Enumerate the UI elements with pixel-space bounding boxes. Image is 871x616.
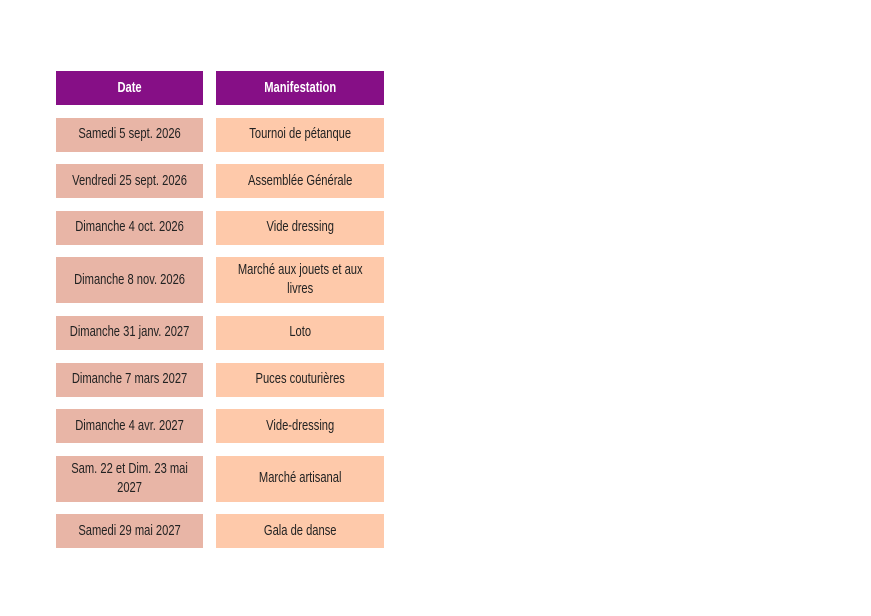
event-cell: Gala de danse [216,514,384,549]
date-cell: Dimanche 4 oct. 2026 [56,210,203,245]
event-cell-text: Vide-dressing [265,417,335,434]
header-cell: Date [56,71,203,105]
event-cell: Vide dressing [216,210,384,245]
date-cell-text: Dimanche 31 janv. 2027 [69,324,190,341]
date-cell-text: Sam. 22 et Dim. 23 mai 2027 [71,460,188,496]
date-cell: Vendredi 25 sept. 2026 [56,164,203,199]
event-cell-text: Vide dressing [266,219,334,236]
event-cell-text: Marché artisanal [258,470,342,487]
date-cell: Sam. 22 et Dim. 23 mai 2027 [56,455,203,502]
event-cell-text: Gala de danse [263,522,337,539]
header-cell-text: Date [117,79,142,96]
date-cell: Dimanche 4 avr. 2027 [56,409,203,444]
event-cell-text: Loto [289,324,311,341]
date-cell-text: Samedi 29 mai 2027 [78,522,181,539]
date-cell: Dimanche 31 janv. 2027 [56,315,203,350]
date-cell-text: Dimanche 8 nov. 2026 [74,271,185,288]
event-cell: Marché aux jouets et aux livres [216,257,384,304]
event-cell: Tournoi de pétanque [216,117,384,152]
event-cell-text: Puces couturières [255,371,345,388]
date-cell: Dimanche 7 mars 2027 [56,362,203,397]
event-cell: Vide-dressing [216,409,384,444]
date-cell-text: Samedi 5 sept. 2026 [78,126,181,143]
date-cell-text: Dimanche 4 oct. 2026 [75,219,184,236]
date-cell: Samedi 5 sept. 2026 [56,117,203,152]
header-cell-text: Manifestation [264,79,336,96]
event-cell: Marché artisanal [216,455,384,502]
event-cell-text: Marché aux jouets et aux livres [237,262,363,298]
header-cell: Manifestation [216,71,384,105]
event-cell: Puces couturières [216,362,384,397]
date-cell: Samedi 29 mai 2027 [56,514,203,549]
event-cell-text: Assemblée Générale [247,172,353,189]
date-cell-text: Dimanche 4 avr. 2027 [75,417,184,434]
date-cell: Dimanche 8 nov. 2026 [56,257,203,304]
events-table: Date Manifestation Samedi 5 sept. 2026 Tour… [56,71,384,549]
event-cell: Assemblée Générale [216,164,384,199]
event-cell: Loto [216,315,384,350]
date-cell-text: Dimanche 7 mars 2027 [71,371,188,388]
date-cell-text: Vendredi 25 sept. 2026 [72,172,187,189]
event-cell-text: Tournoi de pétanque [249,126,351,143]
